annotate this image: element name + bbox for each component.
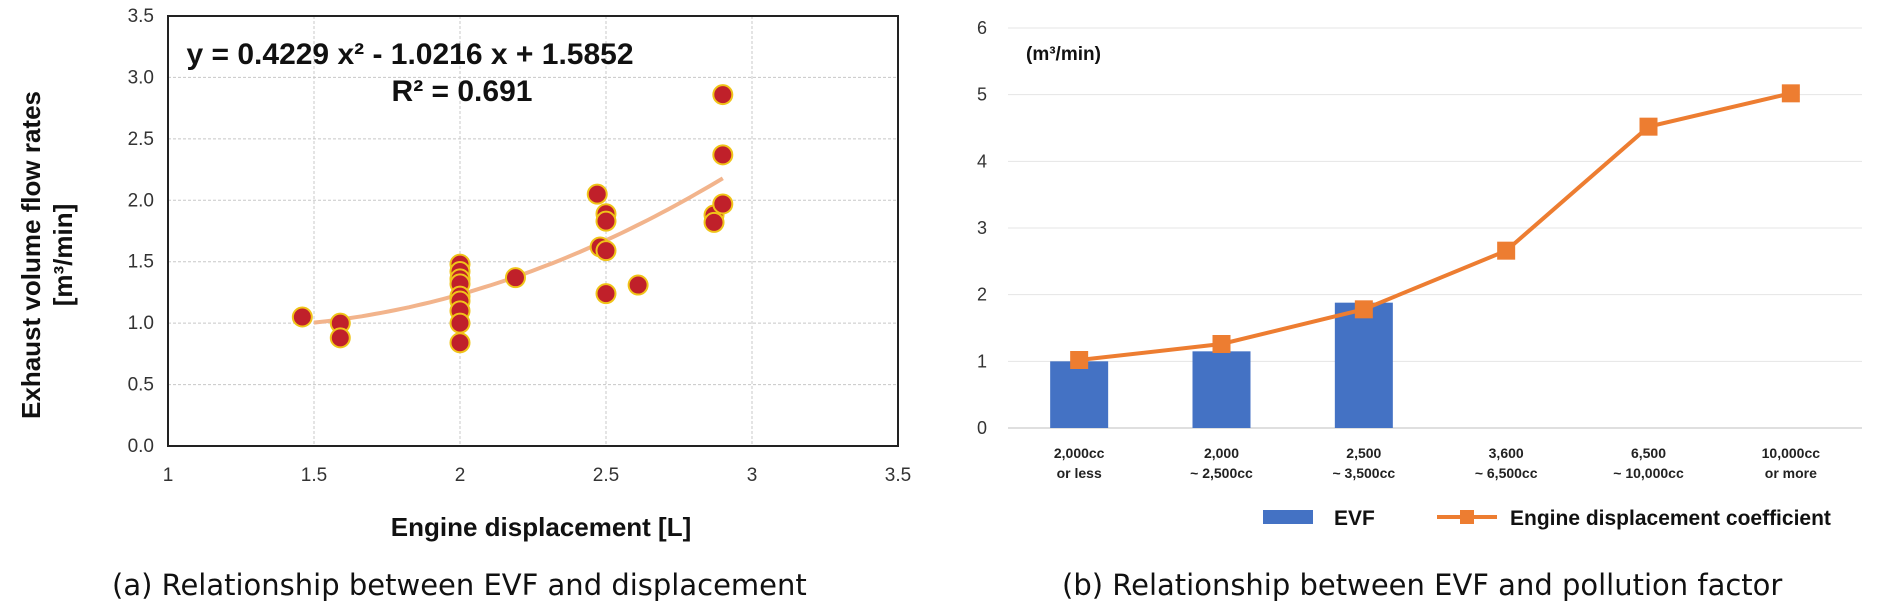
legend-coefficient-label: Engine displacement coefficient: [1510, 507, 1831, 530]
chart-b-bar: [1334, 302, 1393, 428]
chart-b-y-tick-labels: 0 1 2 3 4 5 6: [977, 18, 987, 438]
chart-a-point: [449, 312, 471, 334]
chart-b-line-marker: [1212, 335, 1231, 353]
chart-a-y-axis-label-line2: [m³/min]: [48, 204, 78, 307]
chart-b-category-label: ~ 10,000cc: [1613, 465, 1684, 481]
chart-a-point: [712, 144, 734, 166]
chart-b-category-label: or more: [1765, 465, 1817, 481]
chart-a-point: [712, 193, 734, 215]
chart-b-category-label: ~ 2,500cc: [1190, 465, 1253, 481]
chart-a-point: [595, 283, 617, 305]
chart-b-category-labels: 2,000cc or less 2,000 ~ 2,500cc 2,500 ~ 3,500…: [1054, 445, 1820, 481]
chart-b-y-tick-label: 0: [977, 418, 987, 438]
chart-a: 0.0 0.5 1.0 1.5 2.0 2.5 3.0 3.5 1 1.5 2 2.5 3 3.5 y …: [16, 6, 912, 542]
chart-b: 0 1 2 3 4 5 6 2,000cc or less 2,000 ~ 2,500cc 2,50…: [977, 18, 1862, 530]
chart-a-y-tick-label: 3.0: [128, 67, 154, 88]
chart-a-y-tick-labels: 0.0 0.5 1.0 1.5 2.0 2.5 3.0 3.5: [128, 6, 154, 457]
legend-evf-swatch: [1263, 510, 1313, 524]
chart-a-point: [291, 306, 313, 328]
chart-b-category-label: ~ 6,500cc: [1475, 465, 1538, 481]
chart-b-coefficient-line: [1078, 91, 1792, 362]
chart-b-y-tick-label: 6: [977, 18, 987, 38]
chart-b-y-tick-label: 1: [977, 351, 987, 371]
chart-b-category-label: 2,000: [1204, 445, 1239, 461]
chart-a-y-tick-label: 0.5: [128, 375, 154, 396]
chart-a-point: [595, 210, 617, 232]
chart-b-category-label: 6,500: [1631, 445, 1666, 461]
chart-a-point: [627, 274, 649, 296]
chart-b-unit-label: (m³/min): [1026, 44, 1101, 65]
caption-a: (a) Relationship between EVF and displac…: [112, 568, 807, 602]
chart-b-category-label: ~ 3,500cc: [1332, 465, 1395, 481]
chart-a-y-axis-label-line1: Exhaust volume flow rates: [16, 91, 46, 419]
chart-b-y-tick-label: 4: [977, 151, 987, 171]
chart-a-point: [449, 332, 471, 354]
chart-a-y-tick-label: 2.5: [128, 129, 154, 150]
chart-b-bar: [1050, 361, 1109, 428]
chart-a-x-tick-label: 1.5: [301, 465, 327, 486]
chart-a-data-points: [291, 84, 734, 354]
chart-b-category-label: 10,000cc: [1762, 445, 1821, 461]
chart-a-x-tick-label: 1: [163, 465, 174, 486]
caption-b: (b) Relationship between EVF and polluti…: [1062, 568, 1783, 602]
chart-b-line-marker: [1354, 300, 1373, 319]
chart-a-y-tick-label: 0.0: [128, 436, 154, 457]
chart-a-x-tick-label: 2.5: [593, 465, 619, 486]
chart-a-plot-frame: [167, 15, 899, 447]
chart-b-bar: [1192, 351, 1251, 428]
chart-a-y-tick-label: 3.5: [128, 6, 154, 27]
chart-b-line-marker: [1639, 117, 1658, 136]
chart-b-legend: EVF Engine displacement coefficient: [1263, 507, 1831, 530]
chart-a-x-tick-label: 3: [747, 465, 758, 486]
chart-a-x-tick-labels: 1 1.5 2 2.5 3 3.5: [163, 465, 912, 486]
chart-b-y-tick-label: 3: [977, 218, 987, 238]
chart-a-x-tick-label: 3.5: [885, 465, 911, 486]
chart-b-category-label: 2,000cc: [1054, 445, 1105, 461]
chart-b-line-markers: [1070, 84, 1800, 369]
chart-a-y-tick-label: 1.0: [128, 313, 154, 334]
chart-b-line-marker: [1070, 351, 1089, 369]
chart-b-category-label: or less: [1057, 465, 1102, 481]
chart-a-y-tick-label: 1.5: [128, 252, 154, 273]
chart-a-x-axis-label: Engine displacement [L]: [391, 512, 692, 542]
chart-a-gridlines: [167, 15, 899, 447]
chart-a-y-tick-label: 2.0: [128, 190, 154, 211]
chart-a-r-squared: R² = 0.691: [392, 75, 533, 108]
chart-b-category-label: 2,500: [1346, 445, 1381, 461]
chart-a-x-tick-label: 2: [455, 465, 466, 486]
chart-b-line-marker: [1781, 84, 1800, 103]
chart-b-gridlines: [1008, 27, 1862, 429]
chart-a-point: [703, 211, 725, 233]
chart-b-y-tick-label: 5: [977, 85, 987, 105]
chart-b-bars: [1050, 302, 1393, 428]
chart-a-point: [329, 327, 351, 349]
chart-a-point: [595, 240, 617, 262]
chart-a-point: [504, 267, 526, 289]
chart-b-y-tick-label: 2: [977, 285, 987, 305]
chart-a-point: [712, 84, 734, 106]
legend-coefficient-marker: [1460, 510, 1474, 524]
legend-evf-label: EVF: [1334, 507, 1375, 530]
chart-a-point: [586, 183, 608, 205]
chart-b-line-marker: [1497, 241, 1516, 260]
chart-a-equation: y = 0.4229 x² - 1.0216 x + 1.5852: [186, 38, 633, 71]
chart-b-category-label: 3,600: [1489, 445, 1524, 461]
